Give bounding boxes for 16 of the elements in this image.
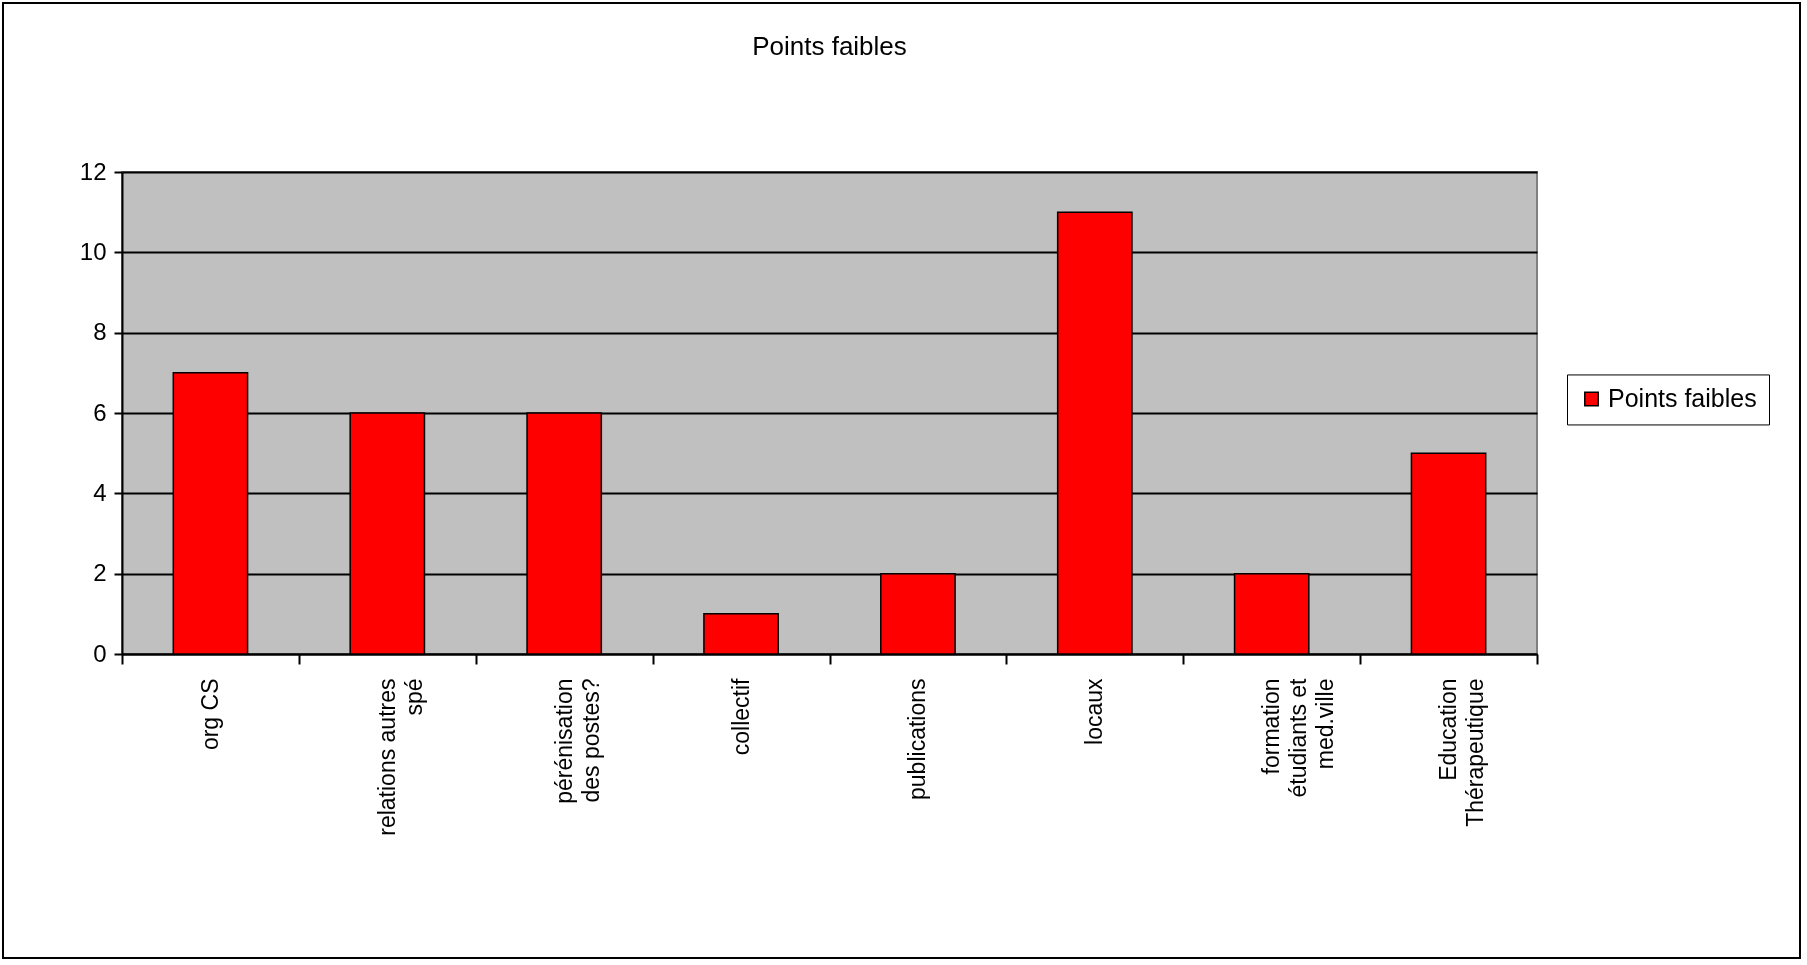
x-tick-label: formation étudiants et med.ville <box>1258 677 1339 798</box>
x-tick-label: pérénisation des postes? <box>550 678 604 804</box>
y-tick-label: 2 <box>93 559 107 587</box>
x-tick-label: locaux <box>1081 678 1108 745</box>
y-tick-label: 10 <box>79 237 107 265</box>
y-tick-label: 12 <box>79 157 107 185</box>
x-tick-label: collectif <box>727 677 754 756</box>
legend-label: Points faibles <box>1608 383 1757 412</box>
y-tick-label: 8 <box>93 318 107 346</box>
x-tick-label: publications <box>904 678 931 800</box>
x-tick-label: relations autres spé <box>373 678 427 836</box>
y-tick-label: 6 <box>93 398 107 426</box>
y-tick-label: 4 <box>93 478 107 506</box>
chart-title: Points faibles <box>752 31 907 61</box>
x-tick-label: org CS <box>196 678 223 751</box>
y-tick-label: 0 <box>93 639 107 667</box>
